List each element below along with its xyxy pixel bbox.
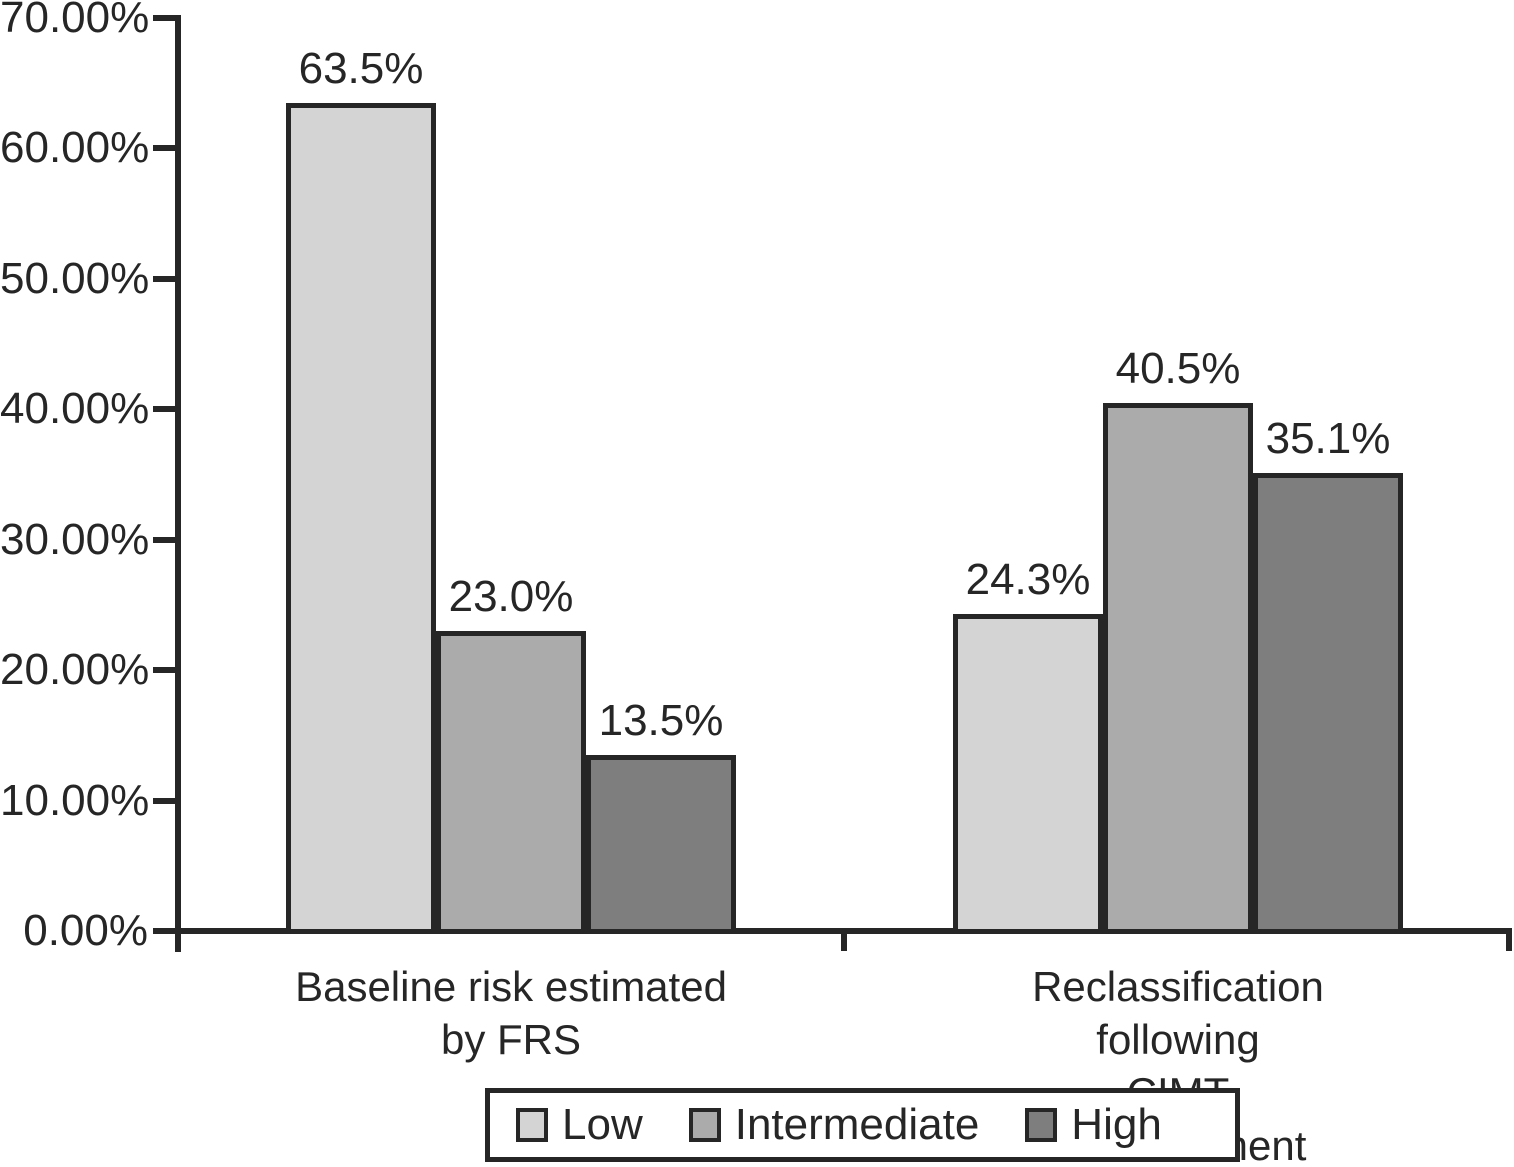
y-axis-tick-mark xyxy=(153,275,175,282)
bar-low-group2 xyxy=(953,614,1103,934)
y-axis-tick-mark xyxy=(153,406,175,413)
bar-value-label: 35.1% xyxy=(1265,414,1391,463)
bar-value-label: 23.0% xyxy=(448,572,574,621)
x-axis-tick-mark xyxy=(1506,931,1512,951)
y-axis-tick-label: 50.00% xyxy=(0,253,150,303)
legend-label-intermediate: Intermediate xyxy=(734,1100,980,1149)
y-axis-tick-label: 0.00% xyxy=(23,906,148,955)
y-axis-tick-label: 20.00% xyxy=(0,645,150,695)
legend-swatch-low xyxy=(516,1108,548,1142)
y-axis-tick-mark xyxy=(153,15,175,21)
y-axis-tick-label: 40.00% xyxy=(0,384,150,434)
y-axis-tick-label: 70.00% xyxy=(0,0,150,42)
legend: Low Intermediate High xyxy=(485,1088,1240,1162)
x-axis-tick-mark xyxy=(840,931,847,951)
bar-intermediate-group2 xyxy=(1103,403,1253,934)
y-axis-tick-mark xyxy=(153,928,175,934)
legend-swatch-intermediate xyxy=(688,1108,721,1142)
bar-high-group2 xyxy=(1253,473,1403,934)
y-axis-tick-label: 10.00% xyxy=(0,775,150,825)
bar-value-label: 40.5% xyxy=(1115,344,1241,393)
bar-low-group1 xyxy=(286,103,436,934)
y-axis-tick-label: 60.00% xyxy=(0,123,150,173)
legend-label-high: High xyxy=(1071,1100,1162,1149)
bar-intermediate-group1 xyxy=(436,631,586,934)
bar-value-label: 63.5% xyxy=(298,44,424,93)
bar-value-label: 13.5% xyxy=(598,696,724,745)
legend-item-intermediate: Intermediate xyxy=(688,1100,980,1149)
legend-item-low: Low xyxy=(516,1101,643,1149)
legend-label-low: Low xyxy=(562,1100,643,1149)
y-axis-tick-mark xyxy=(153,145,175,152)
legend-item-high: High xyxy=(1025,1101,1162,1149)
y-axis-tick-mark xyxy=(153,667,175,674)
legend-swatch-high xyxy=(1025,1108,1058,1142)
bar-high-group1 xyxy=(586,755,736,934)
bar-value-label: 24.3% xyxy=(965,555,1091,604)
y-axis-tick-mark xyxy=(153,536,175,543)
y-axis-line xyxy=(175,15,181,952)
y-axis-tick-mark xyxy=(153,797,175,804)
category-label-1: Baseline risk estimated by FRS xyxy=(295,963,727,1063)
y-axis-tick-label: 30.00% xyxy=(0,514,150,564)
